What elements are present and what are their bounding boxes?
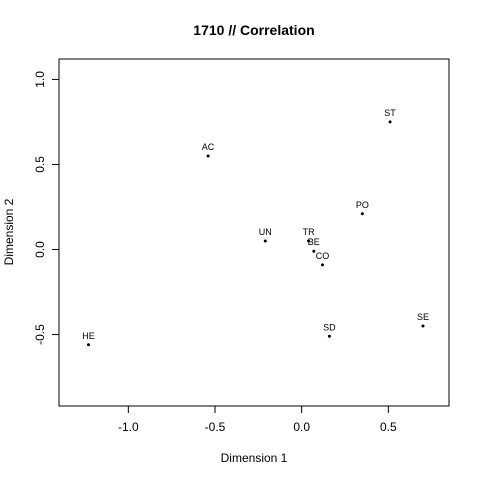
point-label: SE	[417, 312, 429, 322]
data-point	[421, 324, 425, 328]
x-tick-label: -1.0	[118, 420, 139, 434]
y-tick-label: 1.0	[33, 71, 47, 88]
data-point	[307, 239, 311, 243]
y-tick-label: 0.0	[33, 241, 47, 258]
data-point	[388, 120, 392, 124]
data-point	[360, 212, 364, 216]
point-label: BE	[308, 237, 320, 247]
chart-title: 1710 // Correlation	[193, 22, 314, 38]
data-point	[327, 334, 331, 338]
x-tick-label: 0.5	[380, 420, 397, 434]
y-axis: -0.5 0.0 0.5 1.0	[33, 71, 60, 345]
y-tick-label: 0.5	[33, 156, 47, 173]
y-axis-label: Dimension 2	[2, 198, 16, 265]
point-label: HE	[82, 331, 95, 341]
point-label: TR	[303, 227, 315, 237]
x-tick-label: -0.5	[205, 420, 226, 434]
data-point	[86, 343, 90, 347]
data-point	[320, 263, 324, 267]
y-tick-label: -0.5	[33, 324, 47, 345]
point-label: CO	[316, 251, 330, 261]
point-label: SD	[323, 322, 336, 332]
data-point	[263, 239, 267, 243]
data-point	[206, 154, 210, 158]
point-label: AC	[202, 142, 215, 152]
point-label: PO	[356, 200, 369, 210]
x-tick-label: 0.0	[293, 420, 310, 434]
data-point	[312, 249, 316, 253]
point-label: ST	[384, 108, 396, 118]
x-axis: -1.0 -0.5 0.0 0.5	[118, 405, 397, 434]
point-label: UN	[259, 227, 272, 237]
x-axis-label: Dimension 1	[221, 451, 288, 465]
